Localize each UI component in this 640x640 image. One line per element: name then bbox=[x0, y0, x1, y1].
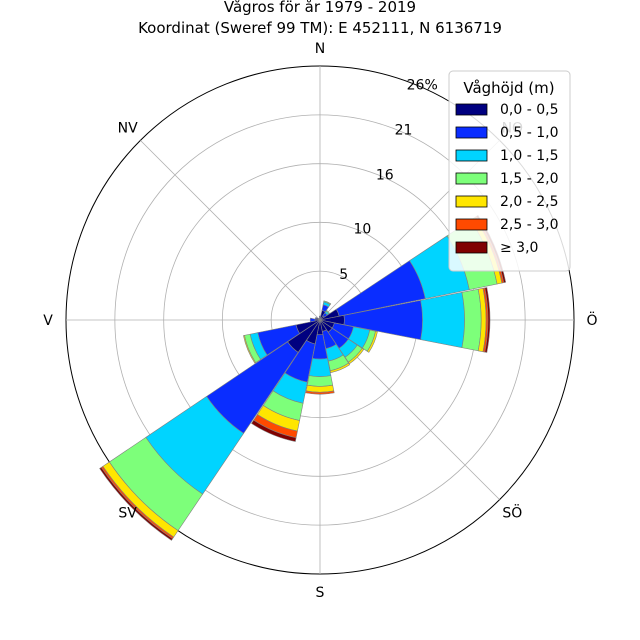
legend-label: 1,0 - 1,5 bbox=[500, 148, 558, 164]
direction-label: S bbox=[316, 585, 325, 601]
ring-tick-label: 16 bbox=[376, 168, 394, 184]
rose-bar-segment bbox=[323, 300, 332, 305]
rose-bar-segment bbox=[99, 466, 174, 541]
rose-bar-segment bbox=[314, 316, 318, 320]
legend: Våghöjd (m) 0,0 - 0,5 0,5 - 1,0 1,0 - 1,5 1… bbox=[448, 70, 571, 272]
rose-bar-segment bbox=[309, 317, 316, 323]
direction-label: NV bbox=[118, 121, 138, 137]
legend-swatch bbox=[455, 149, 488, 162]
legend-label: ≥ 3,0 bbox=[500, 240, 538, 256]
direction-label: N bbox=[315, 41, 325, 57]
direction-label: Ö bbox=[586, 311, 597, 329]
legend-label: 0,0 - 0,5 bbox=[500, 102, 558, 118]
ring-tick-label: 10 bbox=[353, 222, 371, 238]
direction-label: V bbox=[43, 313, 53, 329]
rose-bar-segment bbox=[243, 334, 257, 364]
rose-bar-segment bbox=[347, 347, 365, 365]
legend-label: 0,5 - 1,0 bbox=[500, 125, 558, 141]
ring-tick-label: 21 bbox=[395, 122, 413, 138]
rose-bar-segment bbox=[251, 419, 297, 442]
legend-label: 1,5 - 2,0 bbox=[500, 171, 558, 187]
rose-bar-segment bbox=[305, 384, 335, 393]
legend-title: Våghöjd (m) bbox=[463, 79, 554, 97]
ring-tick-label: 5 bbox=[339, 267, 348, 283]
chart-title-line2: Koordinat (Sweref 99 TM): E 452111, N 61… bbox=[138, 19, 502, 37]
rose-bar-segment bbox=[308, 358, 332, 377]
rose-bars bbox=[99, 214, 507, 541]
ring-tick-label: 26% bbox=[407, 77, 438, 93]
rose-bar-segment bbox=[420, 291, 465, 349]
rose-bar-segment bbox=[329, 362, 351, 374]
legend-swatch bbox=[455, 126, 488, 139]
legend-swatch bbox=[455, 218, 488, 231]
legend-swatch bbox=[455, 172, 488, 185]
legend-swatch bbox=[455, 241, 488, 254]
direction-label: SV bbox=[118, 505, 137, 521]
rose-bar-segment bbox=[461, 288, 482, 352]
rose-bar-segment bbox=[484, 287, 491, 353]
rose-bar-segment bbox=[366, 330, 378, 353]
legend-label: 2,0 - 2,5 bbox=[500, 194, 558, 210]
rose-bar-segment bbox=[318, 317, 321, 321]
legend-swatch bbox=[455, 195, 488, 208]
ring-tick-labels: 5 10 16 21 26% bbox=[339, 77, 438, 283]
rose-bar-segment bbox=[305, 390, 335, 395]
grid-spoke bbox=[140, 140, 321, 321]
direction-label: SÖ bbox=[502, 503, 522, 521]
legend-swatch bbox=[455, 103, 488, 116]
rose-bar-segment bbox=[306, 375, 334, 387]
chart-title-line1: Vågros för år 1979 - 2019 bbox=[224, 0, 416, 16]
legend-label: 2,5 - 3,0 bbox=[500, 217, 558, 233]
